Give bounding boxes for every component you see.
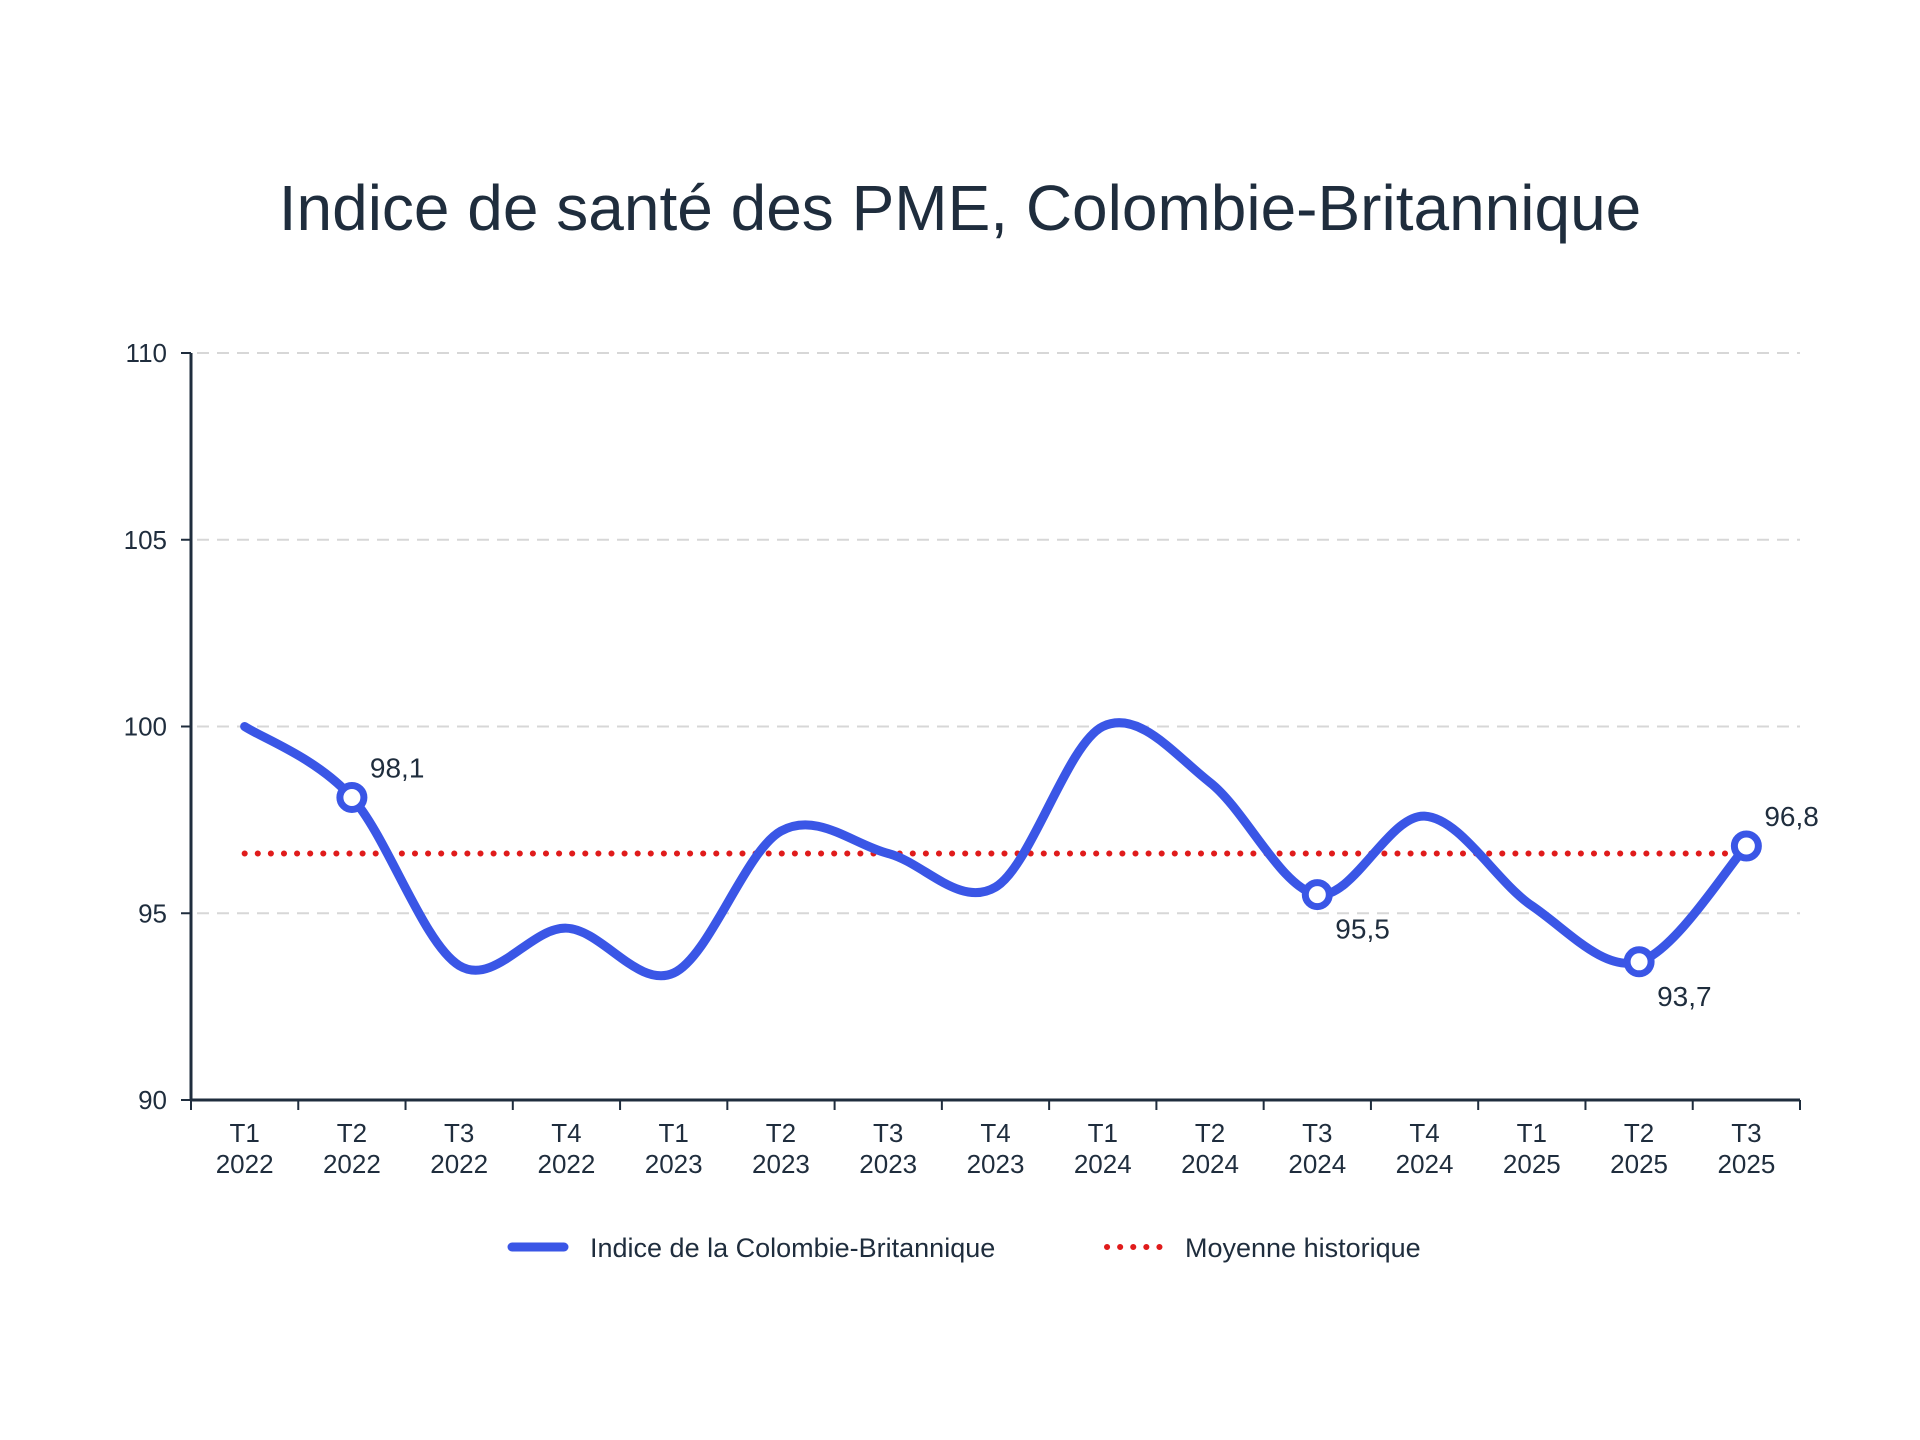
x-tick-label-line: 2024 — [1288, 1149, 1346, 1179]
x-tick-label: T2 2024 — [1181, 1118, 1239, 1179]
x-tick-label-line: 2024 — [1181, 1149, 1239, 1179]
x-tick-label-line: 2025 — [1610, 1149, 1668, 1179]
x-tick-label-line: T1 — [229, 1118, 259, 1148]
y-tick-label: 100 — [124, 712, 167, 742]
x-tick-label: T1 2024 — [1074, 1118, 1132, 1179]
x-tick-label-line: T3 — [1302, 1118, 1332, 1148]
x-tick-label: T2 2023 — [752, 1118, 810, 1179]
x-tick-label-line: T1 — [1088, 1118, 1118, 1148]
x-tick-label: T3 2024 — [1288, 1118, 1346, 1179]
data-point-marker — [1730, 830, 1762, 862]
legend: Indice de la Colombie-Britannique Moyenne… — [507, 1233, 1421, 1263]
x-tick-label: T2 2022 — [323, 1118, 381, 1179]
x-tick-label-line: 2024 — [1074, 1149, 1132, 1179]
index-series — [240, 718, 1751, 981]
data-labels: 98,1 95,5 93,7 96,8 — [370, 752, 1819, 1011]
index-line — [240, 718, 1751, 981]
x-tick-label-line: 2023 — [752, 1149, 810, 1179]
y-tick-label: 90 — [138, 1085, 167, 1115]
data-label: 93,7 — [1657, 981, 1712, 1012]
x-tick-label: T4 2022 — [538, 1118, 596, 1179]
x-tick-label-line: 2025 — [1717, 1149, 1775, 1179]
x-tick-label: T1 2023 — [645, 1118, 703, 1179]
x-tick-label-line: T4 — [980, 1118, 1010, 1148]
chart-title: Indice de santé des PME, Colombie-Britan… — [279, 172, 1642, 244]
x-tick-label-line: 2024 — [1396, 1149, 1454, 1179]
data-point-marker — [1301, 879, 1333, 911]
x-tick-label-line: T4 — [551, 1118, 581, 1148]
data-label: 95,5 — [1335, 914, 1390, 945]
x-tick-label-line: T3 — [873, 1118, 903, 1148]
y-tick-label: 110 — [126, 338, 167, 368]
x-tick-label: T3 2023 — [859, 1118, 917, 1179]
x-tick-label-line: 2023 — [645, 1149, 703, 1179]
x-tick-label-line: 2022 — [216, 1149, 274, 1179]
highlighted-markers — [336, 781, 1762, 978]
x-tick-label-line: 2025 — [1503, 1149, 1561, 1179]
data-label: 98,1 — [370, 752, 425, 783]
x-tick-label-line: 2022 — [430, 1149, 488, 1179]
x-tick-label: T3 2025 — [1717, 1118, 1775, 1179]
legend-label-index: Indice de la Colombie-Britannique — [590, 1233, 995, 1263]
x-tick-label-line: T2 — [766, 1118, 796, 1148]
data-point-marker — [1623, 946, 1655, 978]
x-tick-label: T1 2022 — [216, 1118, 274, 1179]
x-tick-label: T4 2024 — [1396, 1118, 1454, 1179]
x-tick-label-line: T2 — [1624, 1118, 1654, 1148]
x-tick-label-line: T3 — [1731, 1118, 1761, 1148]
x-tick-label-line: T4 — [1409, 1118, 1439, 1148]
y-tick-label: 95 — [138, 898, 167, 928]
x-tick-label-line: T1 — [659, 1118, 689, 1148]
x-tick-label-line: T3 — [444, 1118, 474, 1148]
x-tick-label-line: T2 — [1195, 1118, 1225, 1148]
y-tick-label: 105 — [124, 525, 167, 555]
x-tick-label: T2 2025 — [1610, 1118, 1668, 1179]
x-tick-label-line: 2023 — [967, 1149, 1025, 1179]
x-tick-label-line: T2 — [337, 1118, 367, 1148]
x-tick-label: T4 2023 — [967, 1118, 1025, 1179]
x-tick-label-line: 2023 — [859, 1149, 917, 1179]
x-tick-label-line: T1 — [1517, 1118, 1547, 1148]
legend-label-average: Moyenne historique — [1185, 1233, 1421, 1263]
data-label: 96,8 — [1764, 801, 1819, 832]
x-tick-label-line: 2022 — [538, 1149, 596, 1179]
x-tick-label: T1 2025 — [1503, 1118, 1561, 1179]
data-point-marker — [336, 781, 368, 813]
gridlines — [197, 352, 1800, 915]
x-tick-label: T3 2022 — [430, 1118, 488, 1179]
x-tick-label-line: 2022 — [323, 1149, 381, 1179]
